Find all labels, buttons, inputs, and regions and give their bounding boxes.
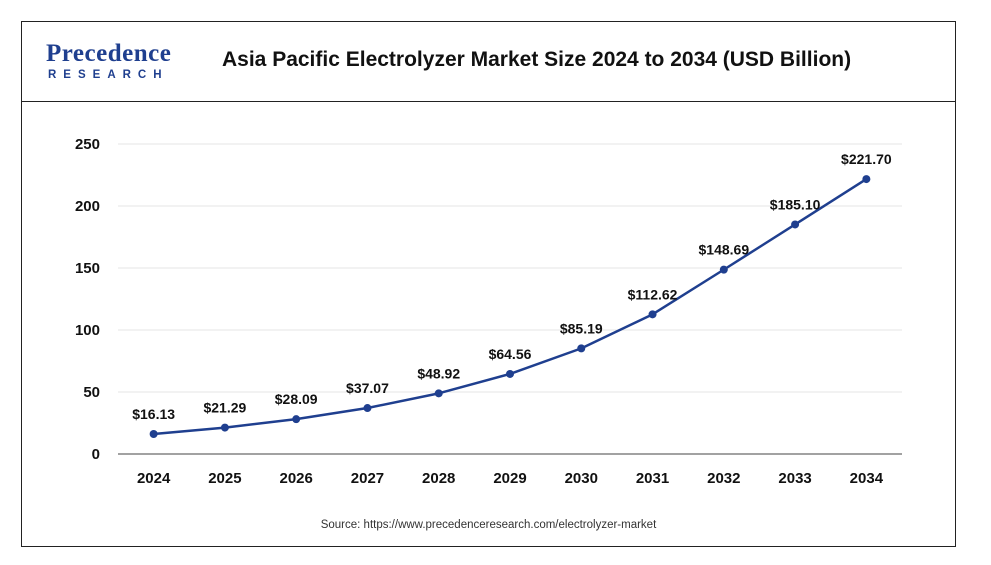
chart-header: Precedence RESEARCH Asia Pacific Electro…	[22, 22, 955, 102]
logo-subtitle: RESEARCH	[48, 69, 169, 81]
y-tick-label: 100	[75, 322, 100, 339]
data-label: $21.29	[203, 400, 246, 416]
y-tick-label: 0	[92, 446, 100, 463]
chart-title: Asia Pacific Electrolyzer Market Size 20…	[222, 48, 852, 71]
data-point	[577, 344, 586, 353]
y-tick-label: 150	[75, 260, 100, 277]
data-point	[719, 265, 728, 274]
data-label: $37.07	[346, 380, 389, 396]
data-point	[506, 369, 514, 378]
x-tick-label: 2025	[208, 470, 241, 487]
x-tick-label: 2032	[707, 470, 740, 487]
data-label: $112.62	[628, 286, 678, 302]
source-note: Source: https://www.precedenceresearch.c…	[320, 519, 657, 531]
y-tick-label: 200	[75, 198, 100, 215]
data-point	[791, 220, 800, 229]
x-tick-label: 2034	[850, 470, 884, 487]
data-label: $64.56	[489, 346, 532, 362]
data-label: $28.09	[275, 391, 318, 407]
data-point	[648, 310, 657, 319]
data-point	[220, 423, 229, 432]
x-tick-label: 2027	[351, 470, 384, 487]
data-label: $85.19	[560, 320, 603, 336]
data-label: $48.92	[417, 365, 460, 381]
series-line	[153, 178, 868, 436]
data-label: $148.69	[699, 242, 750, 258]
y-tick-label: 250	[75, 136, 100, 153]
x-tick-label: 2026	[279, 470, 312, 487]
data-label: $185.10	[770, 196, 821, 212]
data-label: $221.70	[841, 151, 892, 167]
data-label: $16.13	[132, 406, 175, 422]
chart-frame: Precedence RESEARCH Asia Pacific Electro…	[21, 21, 956, 547]
precedence-research-logo: Precedence RESEARCH	[36, 36, 186, 88]
x-tick-label: 2031	[636, 470, 669, 487]
data-point	[434, 389, 443, 398]
logo-wordmark: Precedence	[46, 40, 172, 67]
x-tick-label: 2024	[137, 470, 171, 487]
data-point	[363, 404, 372, 413]
data-point	[862, 175, 871, 184]
y-tick-label: 50	[83, 384, 100, 401]
data-point	[149, 429, 158, 438]
data-point	[292, 415, 301, 424]
x-tick-label: 2029	[493, 470, 526, 487]
x-tick-label: 2028	[422, 470, 455, 487]
x-tick-label: 2033	[778, 470, 811, 487]
x-tick-label: 2030	[565, 470, 598, 487]
